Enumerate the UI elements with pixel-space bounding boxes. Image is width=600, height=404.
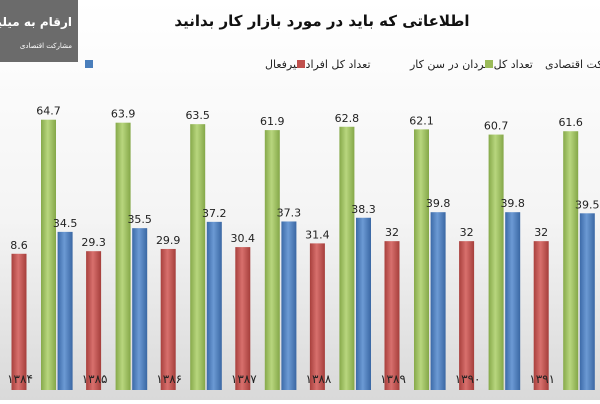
value-label: 32	[460, 226, 474, 239]
legend-label: تعداد کل مردان در سن کار	[409, 58, 533, 71]
x-tick-label: ۱۳۸۶	[156, 372, 182, 386]
x-tick-label: ۱۳۸۷	[231, 372, 257, 386]
value-label: 39.5	[575, 198, 600, 211]
value-label: 31.4	[305, 228, 330, 241]
x-tick-label: ۱۳۹۱	[529, 372, 555, 386]
bar-2-۱۳۸۶	[161, 249, 176, 390]
value-label: 63.9	[111, 108, 136, 121]
value-label: 37.2	[202, 207, 227, 220]
value-label: 39.8	[500, 197, 525, 210]
legend-swatch	[297, 60, 305, 68]
x-tick-label: ۱۳۸۴	[7, 372, 33, 386]
legend: تعداد کل افراد غیرفعال تعداد کل مردان در …	[85, 58, 600, 71]
value-label: 39.8	[426, 197, 451, 210]
bar-1-۱۳۸۵	[58, 232, 73, 390]
bar-3-۱۳۹۱	[563, 131, 578, 390]
bar-3-۱۳۸۹	[414, 129, 429, 390]
value-label: 63.5	[185, 109, 210, 122]
x-tick-label: ۱۳۸۸	[306, 372, 332, 386]
x-tick-label: ۱۳۹۰	[455, 372, 481, 386]
value-label: 37.3	[277, 206, 302, 219]
bar-3-۱۳۸۷	[265, 130, 280, 390]
bar-2-۱۳۸۹	[385, 241, 400, 390]
bar-3-۱۳۸۶	[190, 124, 205, 390]
value-label: 32	[385, 226, 399, 239]
legend-swatch	[485, 60, 493, 68]
value-label: 29.3	[81, 236, 106, 249]
watermark-subtext: مشارکت اقتصادی	[20, 42, 72, 50]
bar-3-۱۳۸۸	[339, 127, 354, 390]
x-tick-label: ۱۳۸۹	[380, 372, 406, 386]
legend-swatch	[85, 60, 93, 68]
value-label: 60.7	[484, 120, 509, 133]
value-label: 32	[534, 226, 548, 239]
bar-1-۱۳۸۸	[281, 221, 296, 390]
legend-label: نرخ مشارکت اقتصادی	[545, 58, 600, 71]
value-label: 30.4	[231, 232, 256, 245]
bar-1-۱۳۹۲	[580, 213, 595, 390]
value-label: 61.9	[260, 115, 285, 128]
value-label: 61.6	[558, 116, 583, 129]
bar-3-۱۳۸۵	[116, 123, 131, 390]
bar-1-۱۳۹۰	[431, 212, 446, 390]
watermark-badge	[0, 0, 78, 62]
bar-2-۱۳۸۷	[235, 247, 250, 390]
value-label: 29.9	[156, 234, 181, 247]
watermark-text: ارقام به میلیو	[0, 15, 72, 30]
bar-2-۱۳۸۵	[86, 251, 101, 390]
bar-1-۱۳۸۹	[356, 218, 371, 390]
bar-2-۱۳۹۱	[534, 241, 549, 390]
value-label: 62.1	[409, 114, 434, 127]
bar-1-۱۳۸۶	[132, 228, 147, 390]
bar-2-۱۳۹۰	[459, 241, 474, 390]
bars-group	[12, 120, 600, 390]
bar-2-۱۳۸۴	[12, 254, 27, 390]
value-label: 64.7	[36, 105, 61, 118]
value-label: 34.5	[53, 217, 78, 230]
bar-3-۱۳۹۰	[489, 135, 504, 390]
value-label: 38.3	[351, 203, 376, 216]
value-label: 8.6	[10, 239, 28, 252]
bar-2-۱۳۸۸	[310, 243, 325, 390]
bar-1-۱۳۹۱	[505, 212, 520, 390]
value-label: 35.5	[127, 213, 152, 226]
value-label: 62.8	[335, 112, 360, 125]
bar-3-۱۳۸۴	[41, 120, 56, 390]
legend-label: تعداد کل افراد غیرفعال	[265, 58, 371, 71]
x-tick-label: ۱۳۸۵	[82, 372, 108, 386]
bar-1-۱۳۸۷	[207, 222, 222, 390]
chart-title: اطلاعاتی که باید در مورد بازار کار بدانی…	[174, 12, 469, 30]
